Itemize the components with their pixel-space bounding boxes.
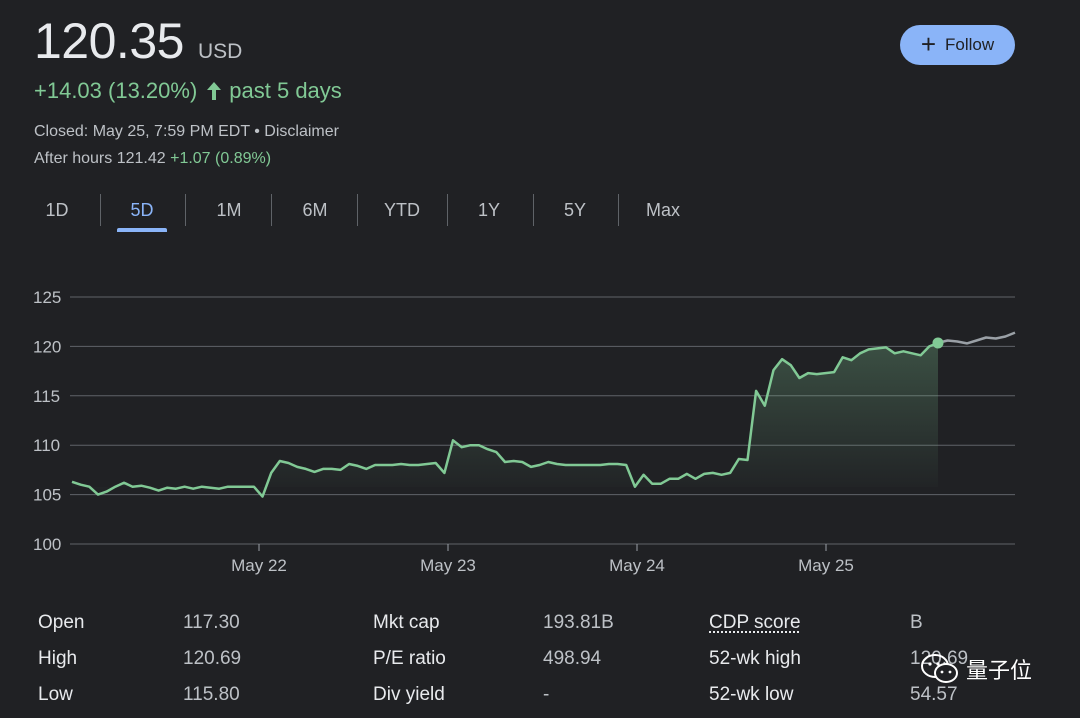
stat-label-cdp-score[interactable]: CDP score	[709, 612, 801, 633]
stat-label-mkt-cap: Mkt cap	[373, 612, 440, 633]
chart-grid: 125 120 115 110 105 100	[33, 288, 1015, 554]
change-period: past 5 days	[229, 78, 342, 103]
watermark-text: 量子位	[966, 658, 1033, 683]
x-axis: May 22 May 23 May 24 May 25	[231, 544, 854, 575]
closed-time: Closed: May 25, 7:59 PM EDT	[34, 123, 250, 140]
tab-divider	[271, 194, 272, 226]
price-change: +14.03 (13.20%) past 5 days	[34, 78, 342, 104]
stat-value-open: 117.30	[183, 612, 240, 633]
quote-header: 120.35 USD	[34, 12, 242, 70]
plus-icon: +	[920, 28, 937, 59]
x-tick-label: May 23	[420, 556, 476, 575]
tab-divider	[357, 194, 358, 226]
after-hours-price: After hours 121.42	[34, 150, 166, 167]
after-hours-info: After hours 121.42 +1.07 (0.89%)	[34, 150, 271, 168]
x-tick-label: May 24	[609, 556, 665, 575]
tab-5d[interactable]: 5D	[130, 199, 154, 220]
tab-1y[interactable]: 1Y	[477, 199, 501, 220]
stat-value-mkt-cap: 193.81B	[543, 612, 614, 633]
y-tick-label: 110	[33, 436, 60, 455]
tab-divider	[100, 194, 101, 226]
tab-divider	[618, 194, 619, 226]
stat-value-cdp-score: B	[910, 612, 923, 633]
change-value: +14.03 (13.20%)	[34, 78, 198, 103]
stock-price: 120.35	[34, 13, 184, 69]
stat-value-pe-ratio: 498.94	[543, 648, 602, 669]
tab-6m[interactable]: 6M	[302, 199, 328, 220]
follow-label: Follow	[945, 35, 995, 54]
stat-label-low: Low	[38, 684, 73, 705]
watermark: 量子位	[920, 652, 1032, 686]
arrow-up-icon	[207, 82, 222, 100]
wechat-icon	[921, 654, 958, 683]
currency-label: USD	[197, 40, 243, 63]
tab-ytd[interactable]: YTD	[384, 199, 420, 220]
chart-lines	[71, 331, 1016, 498]
stat-label-52wk-high: 52-wk high	[709, 648, 801, 669]
x-tick-label: May 22	[231, 556, 287, 575]
close-point-marker	[932, 337, 944, 349]
tab-1d[interactable]: 1D	[45, 199, 69, 220]
tab-divider	[447, 194, 448, 226]
disclaimer-link[interactable]: Disclaimer	[264, 123, 339, 140]
stat-label-52wk-low: 52-wk low	[709, 684, 794, 705]
stat-value-div-yield: -	[543, 684, 550, 705]
tab-divider	[533, 194, 534, 226]
chart-area	[72, 342, 938, 497]
y-tick-label: 115	[33, 387, 60, 406]
stat-value-high: 120.69	[183, 648, 242, 669]
stat-label-high: High	[38, 648, 78, 669]
bullet-separator: •	[254, 123, 265, 140]
x-tick-label: May 25	[798, 556, 854, 575]
price-line	[71, 341, 939, 498]
active-tab-indicator	[117, 228, 167, 232]
area-fill	[72, 342, 938, 497]
after-hours-change: +1.07 (0.89%)	[170, 150, 272, 167]
y-tick-label: 105	[33, 486, 61, 505]
tab-5y[interactable]: 5Y	[563, 199, 587, 220]
tab-divider	[185, 194, 186, 226]
tab-max[interactable]: Max	[645, 199, 680, 220]
stat-value-low: 115.80	[183, 684, 240, 705]
closed-info: Closed: May 25, 7:59 PM EDT • Disclaimer	[34, 123, 339, 141]
stat-label-pe-ratio: P/E ratio	[373, 648, 446, 669]
y-tick-label: 125	[33, 288, 61, 307]
stat-value-52wk-high: 120.69	[910, 648, 969, 669]
y-tick-label: 120	[33, 337, 61, 356]
y-tick-label: 100	[33, 535, 61, 554]
stat-label-div-yield: Div yield	[373, 684, 445, 705]
stat-label-open: Open	[38, 612, 85, 633]
follow-button[interactable]: + Follow	[900, 25, 1015, 65]
tab-1m[interactable]: 1M	[216, 199, 242, 220]
after-hours-line	[937, 331, 1016, 345]
stat-value-52wk-low: 54.57	[910, 684, 958, 705]
